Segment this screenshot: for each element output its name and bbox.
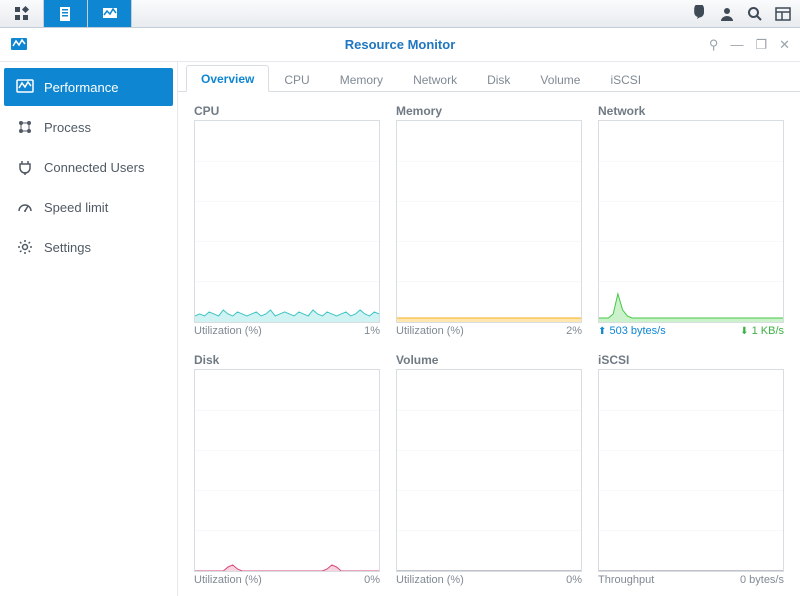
tab-memory[interactable]: Memory bbox=[325, 66, 398, 92]
panel-footer: Utilization (%) 2% bbox=[396, 325, 582, 339]
sidebar-item-process[interactable]: Process bbox=[4, 108, 173, 146]
gear-icon bbox=[16, 238, 34, 256]
panel-title: Disk bbox=[194, 353, 380, 367]
widgets-icon[interactable] bbox=[774, 5, 792, 23]
user-icon[interactable] bbox=[718, 5, 736, 23]
content-area: Overview CPU Memory Network Disk Volume … bbox=[178, 62, 800, 596]
tab-volume[interactable]: Volume bbox=[525, 66, 595, 92]
panel-memory: Memory Utilization (%) 2% bbox=[396, 104, 582, 339]
footer-left: Utilization (%) bbox=[194, 325, 262, 339]
network-upload: ⬆ 503 bytes/s bbox=[598, 325, 666, 339]
panel-title: CPU bbox=[194, 104, 380, 118]
footer-left: Utilization (%) bbox=[396, 325, 464, 339]
footer-left: Utilization (%) bbox=[396, 574, 464, 588]
panel-title: Network bbox=[598, 104, 784, 118]
tab-iscsi[interactable]: iSCSI bbox=[595, 66, 656, 92]
performance-icon bbox=[16, 78, 34, 96]
footer-right: 0% bbox=[566, 574, 582, 588]
chart-grid: CPU Utilization (%) 1% Memory Utilizatio… bbox=[178, 92, 800, 596]
resource-monitor-window: Resource Monitor ⚲ — ❐ ✕ Performance Pro… bbox=[0, 28, 800, 596]
window-title: Resource Monitor bbox=[0, 37, 800, 52]
sidebar: Performance Process Connected Users Spee… bbox=[0, 62, 178, 596]
chart-volume[interactable] bbox=[396, 369, 582, 572]
app-icon bbox=[10, 36, 28, 54]
chart-iscsi[interactable] bbox=[598, 369, 784, 572]
down-arrow-icon: ⬇ bbox=[740, 326, 748, 337]
sidebar-item-connected-users[interactable]: Connected Users bbox=[4, 148, 173, 186]
panel-title: Memory bbox=[396, 104, 582, 118]
taskbar-monitor-app[interactable] bbox=[88, 0, 132, 27]
chart-memory[interactable] bbox=[396, 120, 582, 323]
sidebar-item-label: Connected Users bbox=[44, 160, 144, 175]
panel-volume: Volume Utilization (%) 0% bbox=[396, 353, 582, 588]
chart-network[interactable] bbox=[598, 120, 784, 323]
panel-title: Volume bbox=[396, 353, 582, 367]
sidebar-item-label: Speed limit bbox=[44, 200, 108, 215]
sidebar-item-speed-limit[interactable]: Speed limit bbox=[4, 188, 173, 226]
footer-right: 0% bbox=[364, 574, 380, 588]
panel-network: Network ⬆ 503 bytes/s ⬇ 1 KB/s bbox=[598, 104, 784, 339]
window-controls: ⚲ — ❐ ✕ bbox=[709, 38, 790, 51]
panel-disk: Disk Utilization (%) 0% bbox=[194, 353, 380, 588]
download-value: 1 KB/s bbox=[752, 325, 784, 337]
taskbar-right bbox=[690, 0, 800, 27]
desktop-taskbar bbox=[0, 0, 800, 28]
apps-grid-icon bbox=[13, 5, 31, 23]
panel-cpu: CPU Utilization (%) 1% bbox=[194, 104, 380, 339]
sidebar-item-label: Process bbox=[44, 120, 91, 135]
minimize-button[interactable]: — bbox=[730, 38, 743, 51]
maximize-button[interactable]: ❐ bbox=[755, 38, 767, 51]
sidebar-item-settings[interactable]: Settings bbox=[4, 228, 173, 266]
panel-footer: Utilization (%) 1% bbox=[194, 325, 380, 339]
sidebar-item-performance[interactable]: Performance bbox=[4, 68, 173, 106]
chart-cpu[interactable] bbox=[194, 120, 380, 323]
panel-footer: Utilization (%) 0% bbox=[194, 574, 380, 588]
monitor-chart-icon bbox=[101, 5, 119, 23]
window-body: Performance Process Connected Users Spee… bbox=[0, 62, 800, 596]
notification-icon[interactable] bbox=[690, 5, 708, 23]
panel-footer: ⬆ 503 bytes/s ⬇ 1 KB/s bbox=[598, 325, 784, 339]
up-arrow-icon: ⬆ bbox=[598, 326, 606, 337]
window-titlebar: Resource Monitor ⚲ — ❐ ✕ bbox=[0, 28, 800, 62]
sidebar-item-label: Performance bbox=[44, 80, 118, 95]
taskbar-file-app[interactable] bbox=[44, 0, 88, 27]
process-icon bbox=[16, 118, 34, 136]
upload-value: 503 bytes/s bbox=[609, 325, 665, 337]
taskbar-left bbox=[0, 0, 132, 27]
tab-network[interactable]: Network bbox=[398, 66, 472, 92]
footer-left: Throughput bbox=[598, 574, 654, 588]
file-manager-icon bbox=[57, 5, 75, 23]
sidebar-item-label: Settings bbox=[44, 240, 91, 255]
panel-title: iSCSI bbox=[598, 353, 784, 367]
tab-overview[interactable]: Overview bbox=[186, 65, 269, 92]
tab-cpu[interactable]: CPU bbox=[269, 66, 324, 92]
panel-iscsi: iSCSI Throughput 0 bytes/s bbox=[598, 353, 784, 588]
footer-right: 0 bytes/s bbox=[740, 574, 784, 588]
taskbar-apps-button[interactable] bbox=[0, 0, 44, 27]
close-button[interactable]: ✕ bbox=[779, 38, 790, 51]
gauge-icon bbox=[16, 198, 34, 216]
tab-bar: Overview CPU Memory Network Disk Volume … bbox=[178, 62, 800, 92]
tab-disk[interactable]: Disk bbox=[472, 66, 525, 92]
pin-button[interactable]: ⚲ bbox=[709, 38, 719, 51]
network-download: ⬇ 1 KB/s bbox=[740, 325, 784, 339]
footer-right: 2% bbox=[566, 325, 582, 339]
panel-footer: Throughput 0 bytes/s bbox=[598, 574, 784, 588]
search-icon[interactable] bbox=[746, 5, 764, 23]
footer-right: 1% bbox=[364, 325, 380, 339]
footer-left: Utilization (%) bbox=[194, 574, 262, 588]
plug-icon bbox=[16, 158, 34, 176]
chart-disk[interactable] bbox=[194, 369, 380, 572]
panel-footer: Utilization (%) 0% bbox=[396, 574, 582, 588]
